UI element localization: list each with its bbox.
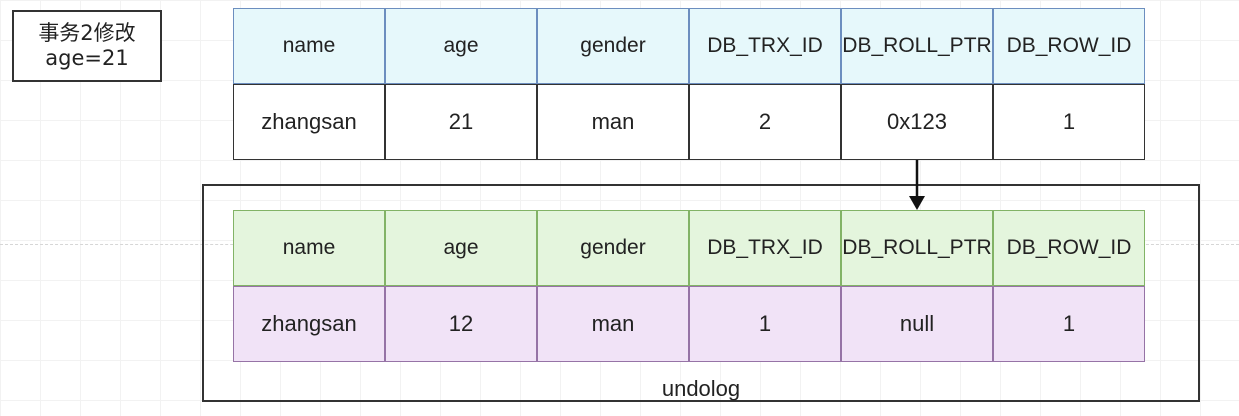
header-cell-name: name bbox=[233, 8, 385, 84]
undolog-label: undolog bbox=[661, 376, 741, 401]
value-cell-db-row-id: 1 bbox=[993, 84, 1145, 160]
undo-value-cell-gender: man bbox=[537, 286, 689, 362]
undo-value-cell-db-trx-id: 1 bbox=[689, 286, 841, 362]
note-line-2: age=21 bbox=[45, 46, 129, 70]
undo-header-cell-name: name bbox=[233, 210, 385, 286]
undo-value-cell-db-roll-ptr: null bbox=[841, 286, 993, 362]
transaction-note: 事务2修改 age=21 bbox=[12, 10, 162, 82]
value-cell-name: zhangsan bbox=[233, 84, 385, 160]
undo-header-cell-db-roll-ptr: DB_ROLL_PTR bbox=[841, 210, 993, 286]
undo-value-cell-db-row-id: 1 bbox=[993, 286, 1145, 362]
header-cell-db-row-id: DB_ROW_ID bbox=[993, 8, 1145, 84]
undo-value-cell-age: 12 bbox=[385, 286, 537, 362]
undolog-record-table: name age gender DB_TRX_ID DB_ROLL_PTR DB… bbox=[233, 210, 1145, 362]
header-cell-age: age bbox=[385, 8, 537, 84]
undo-value-cell-name: zhangsan bbox=[233, 286, 385, 362]
value-cell-age: 21 bbox=[385, 84, 537, 160]
header-cell-gender: gender bbox=[537, 8, 689, 84]
header-cell-db-roll-ptr: DB_ROLL_PTR bbox=[841, 8, 993, 84]
undo-header-cell-db-row-id: DB_ROW_ID bbox=[993, 210, 1145, 286]
roll-pointer-arrow bbox=[909, 160, 925, 210]
undo-header-cell-gender: gender bbox=[537, 210, 689, 286]
current-record-table: name age gender DB_TRX_ID DB_ROLL_PTR DB… bbox=[233, 8, 1145, 160]
undolog-container bbox=[202, 184, 1200, 402]
note-line-1: 事务2修改 bbox=[38, 21, 136, 45]
arrow-head bbox=[909, 196, 925, 210]
value-cell-db-trx-id: 2 bbox=[689, 84, 841, 160]
value-cell-db-roll-ptr: 0x123 bbox=[841, 84, 993, 160]
value-cell-gender: man bbox=[537, 84, 689, 160]
header-cell-db-trx-id: DB_TRX_ID bbox=[689, 8, 841, 84]
undo-header-cell-db-trx-id: DB_TRX_ID bbox=[689, 210, 841, 286]
undo-header-cell-age: age bbox=[385, 210, 537, 286]
